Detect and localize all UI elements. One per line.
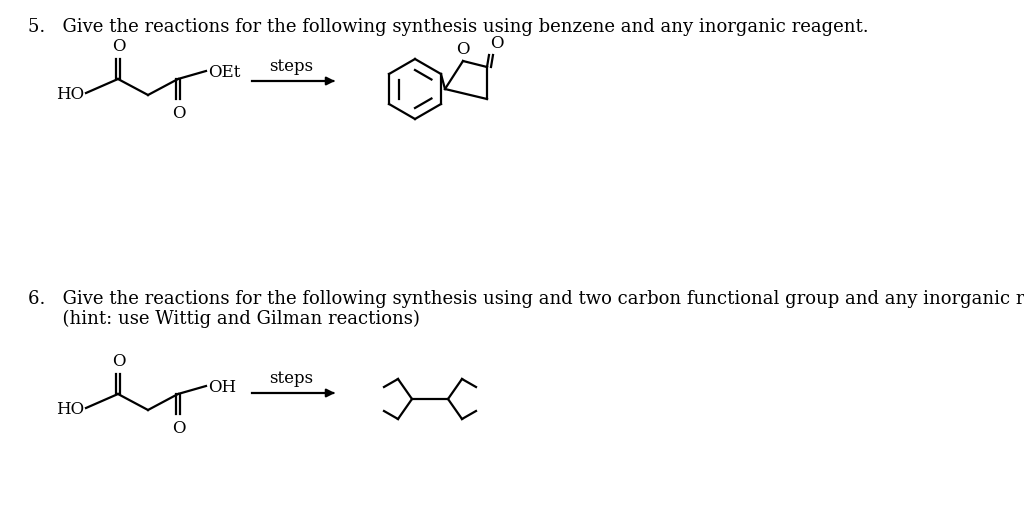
Text: OEt: OEt [208, 63, 241, 80]
Text: O: O [490, 35, 504, 52]
Text: OH: OH [208, 378, 237, 395]
Text: steps: steps [269, 58, 313, 75]
Text: 6.   Give the reactions for the following synthesis using and two carbon functio: 6. Give the reactions for the following … [28, 289, 1024, 308]
Text: 5.   Give the reactions for the following synthesis using benzene and any inorga: 5. Give the reactions for the following … [28, 18, 868, 36]
Text: O: O [113, 38, 126, 55]
Text: O: O [172, 419, 185, 436]
Text: O: O [113, 352, 126, 369]
Text: O: O [172, 105, 185, 122]
Text: O: O [457, 41, 470, 58]
Text: (hint: use Wittig and Gilman reactions): (hint: use Wittig and Gilman reactions) [28, 310, 420, 328]
Text: HO: HO [56, 400, 84, 417]
Text: steps: steps [269, 369, 313, 386]
Text: HO: HO [56, 85, 84, 103]
